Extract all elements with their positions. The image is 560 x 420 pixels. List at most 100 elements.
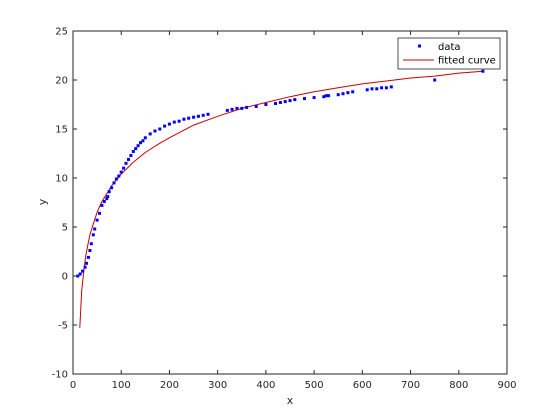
- data-point: [136, 144, 140, 148]
- data-point: [370, 87, 374, 91]
- data-point: [312, 96, 316, 100]
- data-point: [153, 129, 157, 133]
- y-tick-label: -10: [52, 370, 68, 381]
- data-point: [341, 92, 345, 96]
- legend-data-marker: [418, 44, 421, 48]
- data-point: [346, 91, 350, 95]
- y-tick-label: 10: [55, 174, 68, 185]
- data-point: [76, 274, 80, 278]
- data-point: [254, 105, 258, 108]
- data-point: [100, 203, 104, 207]
- data-point: [102, 200, 106, 203]
- y-tick-label: 0: [62, 272, 68, 283]
- data-point: [351, 90, 355, 94]
- data-point: [85, 261, 88, 265]
- data-point: [134, 147, 138, 151]
- x-tick-label: 700: [401, 380, 420, 391]
- y-tick-label: 25: [55, 27, 68, 38]
- legend-box: [397, 37, 501, 70]
- data-point: [322, 95, 326, 99]
- data-point: [127, 157, 130, 161]
- data-point: [324, 94, 328, 98]
- legend-data-label: data: [438, 42, 461, 53]
- data-point: [375, 87, 379, 91]
- data-point: [278, 101, 282, 104]
- data-point: [86, 255, 90, 259]
- data-point: [91, 233, 95, 237]
- x-tick-label: 600: [353, 380, 372, 391]
- x-axis-ticks: 0 100 200 300 400 500 600 700 800 900: [70, 31, 517, 391]
- data-point: [148, 132, 152, 136]
- data-point: [240, 106, 244, 110]
- data-point: [93, 227, 97, 231]
- data-point: [141, 139, 145, 143]
- data-point: [122, 166, 126, 170]
- data-point: [117, 174, 121, 178]
- data-point: [327, 94, 331, 98]
- data-point: [163, 124, 167, 128]
- fitted-curve-layer: [79, 70, 483, 328]
- y-tick-label: 5: [62, 223, 68, 234]
- x-tick-label: 800: [449, 380, 468, 391]
- data-point: [196, 114, 200, 118]
- data-point: [131, 150, 135, 153]
- data-point: [336, 93, 340, 97]
- data-point: [274, 102, 277, 105]
- data-point: [114, 177, 118, 181]
- x-axis-label: x: [287, 394, 294, 407]
- x-tick-label: 500: [305, 380, 324, 391]
- data-point: [158, 127, 162, 131]
- data-point: [206, 112, 210, 116]
- x-tick-label: 100: [112, 380, 131, 391]
- data-point: [225, 108, 229, 112]
- data-point: [110, 186, 114, 190]
- data-point: [129, 154, 133, 157]
- data-point: [230, 107, 234, 111]
- data-point: [283, 100, 287, 104]
- data-point: [106, 195, 110, 199]
- data-point: [293, 98, 297, 102]
- data-point: [143, 136, 147, 140]
- data-point: [88, 249, 92, 252]
- data-point: [192, 115, 196, 119]
- y-tick-label: 20: [55, 76, 68, 87]
- data-point: [78, 272, 82, 276]
- data-point: [288, 99, 292, 103]
- data-point: [112, 181, 116, 185]
- x-tick-label: 400: [256, 380, 275, 391]
- data-point: [83, 265, 87, 269]
- y-axis-label: y: [36, 198, 49, 205]
- data-point: [245, 105, 249, 109]
- data-point: [105, 197, 109, 201]
- data-point: [235, 106, 239, 110]
- data-point: [182, 117, 186, 121]
- y-axis-ticks: -10 -5 0 5 10 15 20 25: [52, 27, 507, 381]
- data-point: [107, 190, 111, 194]
- data-points-layer: [76, 69, 485, 278]
- data-point: [172, 120, 176, 124]
- data-point: [119, 170, 123, 174]
- data-point: [89, 242, 93, 246]
- data-point: [139, 141, 142, 145]
- data-point: [177, 119, 181, 123]
- x-tick-label: 300: [208, 380, 227, 391]
- data-point: [384, 86, 388, 90]
- plot-frame: [72, 30, 508, 375]
- x-tick-label: 900: [497, 380, 516, 391]
- data-point: [201, 113, 205, 117]
- data-point: [167, 122, 171, 126]
- data-point: [481, 69, 485, 73]
- x-tick-label: 0: [70, 380, 76, 391]
- data-point: [433, 78, 437, 82]
- data-point: [124, 161, 128, 165]
- data-point: [365, 88, 369, 92]
- data-point: [264, 103, 268, 106]
- data-point: [81, 269, 85, 273]
- data-point: [95, 218, 99, 222]
- fitted-curve-line: [79, 70, 483, 328]
- legend: data fitted curve: [397, 37, 501, 70]
- data-point: [303, 97, 306, 101]
- plot-background: [73, 31, 507, 374]
- legend-fitted-curve-label: fitted curve: [438, 56, 496, 67]
